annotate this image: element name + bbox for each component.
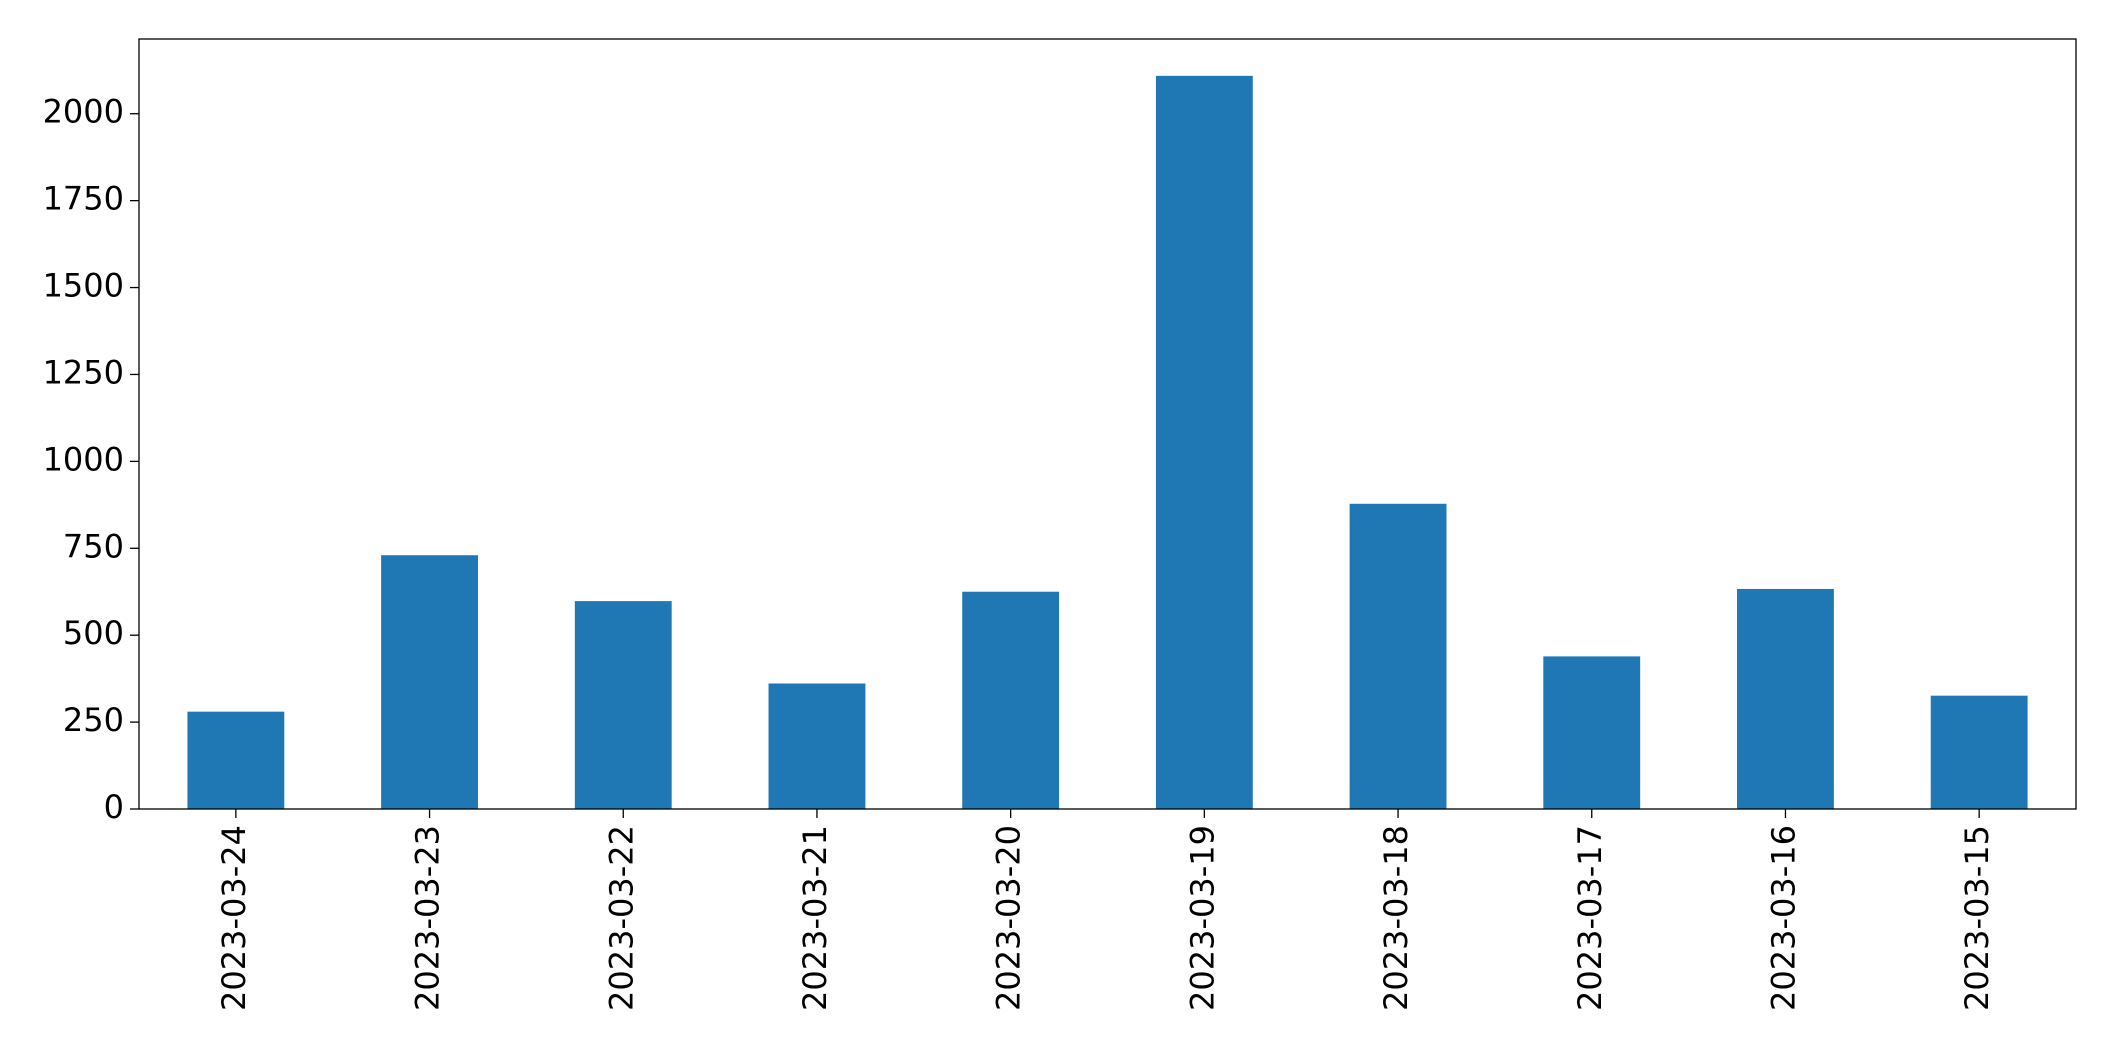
x-tick-label: 2023-03-19 bbox=[1183, 825, 1221, 1011]
plot-frame bbox=[138, 38, 2077, 810]
y-tick-label: 1750 bbox=[43, 180, 124, 218]
x-tick-label: 2023-03-23 bbox=[409, 825, 447, 1011]
bar bbox=[768, 683, 866, 809]
bar bbox=[1543, 656, 1641, 809]
bar bbox=[962, 591, 1060, 809]
x-tick-label: 2023-03-22 bbox=[602, 825, 640, 1011]
bar bbox=[381, 555, 478, 809]
bar bbox=[574, 601, 672, 809]
y-tick-label: 750 bbox=[63, 527, 124, 565]
x-tick-label: 2023-03-18 bbox=[1377, 825, 1415, 1011]
y-tick-label: 1250 bbox=[43, 353, 124, 391]
bar bbox=[1737, 588, 1834, 809]
y-tick-label: 1000 bbox=[43, 440, 124, 478]
y-tick-label: 2000 bbox=[43, 93, 124, 131]
bar bbox=[187, 711, 285, 809]
bar bbox=[1930, 695, 2028, 809]
x-tick-label: 2023-03-16 bbox=[1764, 825, 1802, 1011]
x-tick-label: 2023-03-21 bbox=[796, 825, 834, 1011]
x-tick-label: 2023-03-17 bbox=[1571, 825, 1609, 1011]
y-tick-label: 250 bbox=[63, 701, 124, 739]
y-tick-label: 1500 bbox=[43, 267, 124, 305]
x-tick-label: 2023-03-24 bbox=[215, 825, 253, 1011]
y-tick-label: 500 bbox=[63, 614, 124, 652]
x-tick-label: 2023-03-20 bbox=[990, 825, 1028, 1011]
x-tick-label: 2023-03-15 bbox=[1958, 825, 1996, 1011]
bar bbox=[1155, 75, 1253, 809]
y-tick-label: 0 bbox=[104, 788, 124, 826]
bar bbox=[1349, 503, 1447, 809]
